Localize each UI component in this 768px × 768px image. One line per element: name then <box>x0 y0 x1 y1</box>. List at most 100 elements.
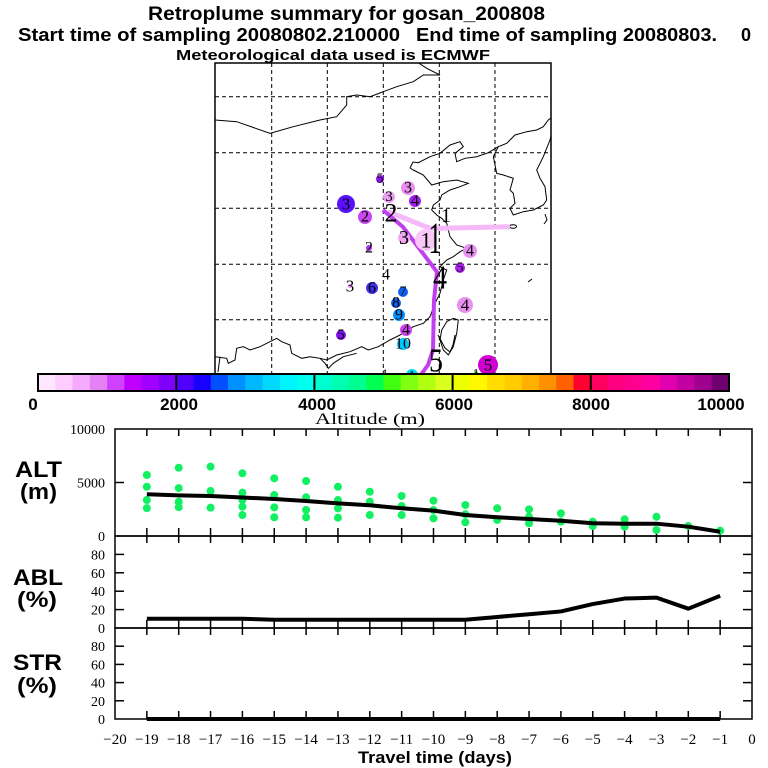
marker-label: 9 <box>395 307 403 324</box>
header: Retroplume summary for gosan_200808 Star… <box>18 4 751 64</box>
marker-label: 5 <box>457 261 464 276</box>
x-tick-label: −4 <box>617 732 633 748</box>
colorbar-cell <box>452 374 471 391</box>
y-tick-label: 40 <box>91 677 105 692</box>
altitude-scatter-point <box>302 505 311 514</box>
colorbar-tick-label: 0 <box>28 395 37 414</box>
y-tick-label: 0 <box>98 713 105 728</box>
colorbar-cell <box>193 374 212 391</box>
altitude-colorbar: 0 2000 4000 6000 8000 10000 Altitude (m) <box>28 373 745 428</box>
border-southwest <box>215 337 357 370</box>
trajectories <box>381 208 511 374</box>
altitude-scatter-point <box>620 515 629 524</box>
colorbar-cell <box>55 374 74 391</box>
altitude-scatter-point <box>525 505 534 514</box>
marker-dot <box>366 282 378 294</box>
marker-dot <box>397 338 409 350</box>
abl-panel-unit: (%) <box>17 587 57 612</box>
x-tick-label: −15 <box>263 732 286 748</box>
coastline-east-china <box>319 167 470 361</box>
altitude-scatter-point <box>142 496 151 505</box>
altitude-scatter-point <box>206 503 215 512</box>
colorbar-cell <box>487 374 506 391</box>
x-tick-label: 0 <box>748 732 756 748</box>
trajectory-marker: 4 <box>457 296 473 315</box>
colorbar-cell <box>279 374 298 391</box>
panel-alt: 0 5000 10000 <box>70 423 753 545</box>
colorbar-cell <box>262 374 281 391</box>
colorbar-cell <box>366 374 385 391</box>
y-tick-label: 40 <box>91 585 105 600</box>
trajectory-marker: 2 <box>365 240 373 257</box>
colorbar-cell <box>556 374 575 391</box>
altitude-scatter-point <box>238 469 247 478</box>
marker-dot <box>398 287 408 297</box>
marker-label: 1 <box>473 366 480 381</box>
colorbar-cell <box>590 374 609 391</box>
sampling-start: Start time of sampling 20080802.210000 <box>18 25 400 45</box>
trajectory-marker: 5 <box>376 172 384 187</box>
trajectory-marker: 6 <box>366 280 378 297</box>
y-tick-label: 0 <box>98 622 105 637</box>
sampling-end: End time of sampling 20080803. <box>416 25 717 45</box>
marker-label: 8 <box>392 295 400 312</box>
marker-dot <box>409 195 421 207</box>
altitude-scatter-point <box>397 511 406 520</box>
marker-dot <box>400 324 412 336</box>
colorbar-cell <box>435 374 454 391</box>
y-tick-label: 10000 <box>70 423 105 438</box>
y-tick-label: 20 <box>91 604 105 619</box>
colorbar-cell <box>348 374 367 391</box>
alt-panel-label: ALT <box>15 457 63 482</box>
marker-label: 2 <box>365 240 373 257</box>
altitude-scatter-point <box>270 474 279 483</box>
y-tick-label: 60 <box>91 567 105 582</box>
altitude-scatter-point <box>174 484 183 493</box>
y-tick-label: 5000 <box>77 477 105 492</box>
time-series-panels: 0 5000 10000 0 20 40 60 80 0 20 40 60 80 <box>70 423 753 728</box>
border-west-stub <box>217 356 221 373</box>
x-axis-tick-labels: −20 −19 −18 −17 −16 −15 −14 −13 −12 −11 −10 −9 −8 −7−… <box>103 732 755 748</box>
y-tick-label: 20 <box>91 695 105 710</box>
x-tick-label: −17 <box>199 732 223 748</box>
marker-dot <box>457 297 473 313</box>
trajectory-marker: 1 <box>406 368 418 374</box>
trajectory-marker: 4 <box>463 243 477 260</box>
coastline-north <box>409 117 551 169</box>
trajectory-marker: 10 <box>395 336 411 353</box>
altitude-scatter-point <box>556 509 565 518</box>
x-tick-label: −9 <box>457 732 473 748</box>
colorbar-cell <box>176 374 195 391</box>
marker-label: 5 <box>377 172 384 187</box>
colorbar-cell <box>158 374 177 391</box>
series-line-abl <box>146 593 721 622</box>
marker-label: 5 <box>337 327 345 343</box>
str-panel-unit: (%) <box>17 673 57 698</box>
x-tick-label: −3 <box>648 732 664 748</box>
coastline-korea <box>492 135 551 216</box>
panel-frame <box>114 535 753 629</box>
marker-label: 3 <box>404 180 412 197</box>
map-day-label: 4 <box>433 258 447 296</box>
marker-dot <box>393 309 405 321</box>
border-mongolia <box>215 63 441 134</box>
trajectory-marker: 3 <box>383 189 395 205</box>
x-tick-label: −7 <box>521 732 537 748</box>
coastlines <box>215 63 551 373</box>
marker-label: 3 <box>346 277 355 296</box>
trajectory-marker: 1 <box>415 228 437 253</box>
colorbar-frame <box>37 373 730 392</box>
altitude-scatter-point <box>429 496 438 505</box>
colorbar-cell <box>245 374 264 391</box>
map-panel: 5343322314536789410455112411451 <box>214 62 552 381</box>
x-tick-label: −1 <box>712 732 728 748</box>
marker-label: 4 <box>466 243 474 260</box>
marker-label: 3 <box>342 195 351 214</box>
colorbar-cell <box>228 374 246 391</box>
x-tick-label: −10 <box>422 732 445 748</box>
altitude-scatter-point <box>142 471 151 480</box>
altitude-scatter-point <box>270 503 279 512</box>
abl-panel-label: ABL <box>13 565 63 590</box>
colorbar-cell <box>89 374 108 391</box>
colorbar-cell <box>573 374 592 391</box>
